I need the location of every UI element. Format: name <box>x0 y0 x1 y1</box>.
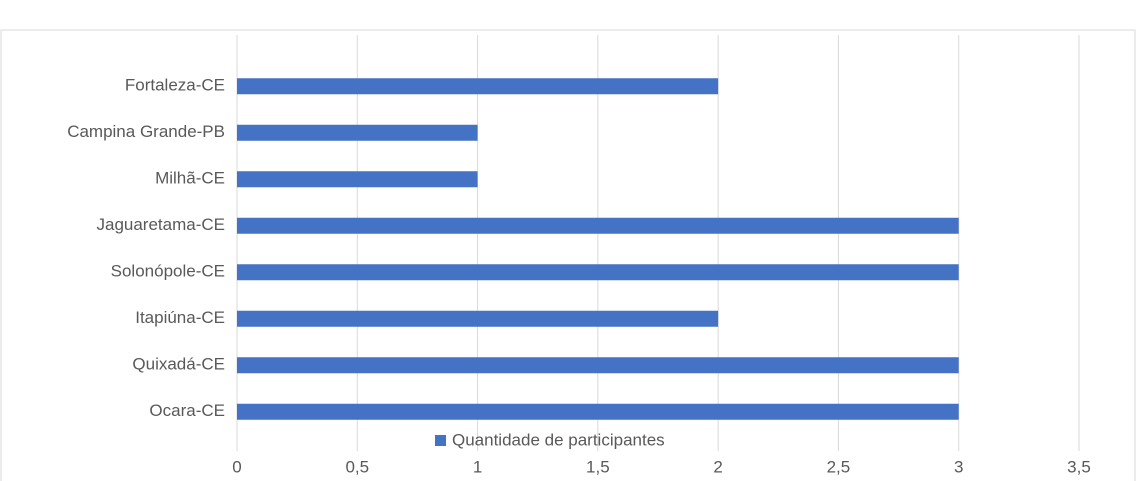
bar <box>237 171 478 188</box>
bar <box>237 78 719 95</box>
bar <box>237 217 959 234</box>
legend-swatch <box>435 435 446 446</box>
x-tick-label: 0,5 <box>345 457 369 476</box>
y-tick-label: Itapiúna-CE <box>135 308 225 327</box>
bar <box>237 310 719 327</box>
y-tick-label: Jaguaretama-CE <box>96 215 225 234</box>
bar <box>237 124 478 141</box>
y-tick-label: Ocara-CE <box>149 401 225 420</box>
legend-label: Quantidade de participantes <box>452 430 665 449</box>
bar <box>237 403 959 420</box>
y-tick-label: Solonópole-CE <box>111 262 225 281</box>
bar <box>237 357 959 374</box>
x-tick-label: 1 <box>473 457 482 476</box>
x-tick-label: 3,5 <box>1067 457 1091 476</box>
x-tick-label: 2,5 <box>827 457 851 476</box>
y-tick-label: Campina Grande-PB <box>67 122 225 141</box>
y-tick-label: Quixadá-CE <box>132 355 225 374</box>
x-tick-label: 3 <box>954 457 963 476</box>
y-tick-label: Fortaleza-CE <box>125 76 225 95</box>
x-tick-label: 0 <box>232 457 241 476</box>
x-tick-label: 1,5 <box>586 457 610 476</box>
chart-frame <box>0 29 1136 481</box>
y-tick-label: Milhã-CE <box>155 169 225 188</box>
x-tick-label: 2 <box>713 457 722 476</box>
bar <box>237 264 959 281</box>
